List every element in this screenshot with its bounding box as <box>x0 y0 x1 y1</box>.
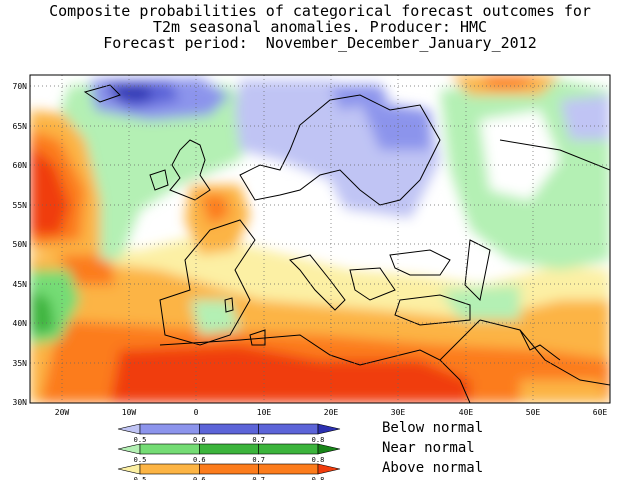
near-colorbar-segment <box>258 443 319 455</box>
latitude-labels: 70N 65N 60N 55N 50N 45N 40N 35N 30N <box>13 82 28 407</box>
graticule <box>30 75 610 403</box>
below-normal-label: Below normal <box>382 420 484 436</box>
near-colorbar-tick-label: 0.7 <box>252 456 265 464</box>
lon-tick-label: 30E <box>391 408 406 417</box>
lon-tick-label: 20W <box>55 408 70 417</box>
above-colorbar-segment <box>258 463 319 475</box>
near-colorbar-segment <box>199 443 259 455</box>
near-normal-colorbar: 0.5 0.6 0.7 0.8 <box>117 443 341 464</box>
lon-tick-label: 10E <box>257 408 272 417</box>
above-colorbar-segment <box>139 463 200 475</box>
lon-tick-label: 20E <box>324 408 339 417</box>
lon-tick-label: 40E <box>459 408 474 417</box>
lat-tick-label: 30N <box>13 398 28 407</box>
near-colorbar-segment <box>317 443 341 455</box>
below-colorbar-segment <box>258 423 319 435</box>
lat-tick-label: 60N <box>13 161 28 170</box>
lat-tick-label: 65N <box>13 122 28 131</box>
near-colorbar-tick-label: 0.8 <box>312 456 325 464</box>
longitude-labels: 20W 10W 0 10E 20E 30E 40E 50E 60E <box>55 408 608 417</box>
below-colorbar-tick-label: 0.8 <box>312 436 325 444</box>
near-colorbar-tick-label: 0.6 <box>193 456 206 464</box>
above-normal-colorbar: 0.5 0.6 0.7 0.8 <box>117 463 341 480</box>
lon-tick-label: 50E <box>526 408 541 417</box>
above-colorbar-tick-label: 0.7 <box>252 476 265 480</box>
lon-tick-label: 0 <box>194 408 199 417</box>
below-colorbar-tick-label: 0.6 <box>193 436 206 444</box>
near-colorbar-segment <box>139 443 200 455</box>
below-colorbar-segment <box>317 423 341 435</box>
lat-tick-label: 50N <box>13 240 28 249</box>
below-normal-colorbar: 0.5 0.6 0.7 0.8 <box>117 423 341 444</box>
lon-tick-label: 60E <box>593 408 608 417</box>
map-frame <box>29 74 611 404</box>
lon-tick-label: 10W <box>122 408 137 417</box>
coastlines <box>83 84 610 403</box>
lat-tick-label: 35N <box>13 359 28 368</box>
near-normal-label: Near normal <box>382 440 475 456</box>
near-colorbar-tick-label: 0.5 <box>134 456 147 464</box>
title-line-2: T2m seasonal anomalies. Producer: HMC <box>152 18 488 36</box>
above-colorbar-segment <box>199 463 259 475</box>
above-colorbar-segment <box>317 463 341 475</box>
above-normal-label: Above normal <box>382 460 484 476</box>
probability-field <box>30 75 610 403</box>
below-colorbar-segment <box>139 423 200 435</box>
lat-tick-label: 45N <box>13 280 28 289</box>
near-colorbar-segment <box>117 443 141 455</box>
lat-tick-label: 55N <box>13 201 28 210</box>
above-colorbar-tick-label: 0.6 <box>193 476 206 480</box>
title-line-3: Forecast period: November_December_Janua… <box>103 34 537 52</box>
above-colorbar-tick-label: 0.8 <box>312 476 325 480</box>
below-colorbar-segment <box>117 423 141 435</box>
below-colorbar-tick-label: 0.5 <box>134 436 147 444</box>
lat-tick-label: 40N <box>13 319 28 328</box>
title-line-1: Composite probabilities of categorical f… <box>49 2 591 20</box>
above-colorbar-segment <box>117 463 141 475</box>
below-colorbar-tick-label: 0.7 <box>252 436 265 444</box>
lat-tick-label: 70N <box>13 82 28 91</box>
below-colorbar-segment <box>199 423 259 435</box>
above-colorbar-tick-label: 0.5 <box>134 476 147 480</box>
